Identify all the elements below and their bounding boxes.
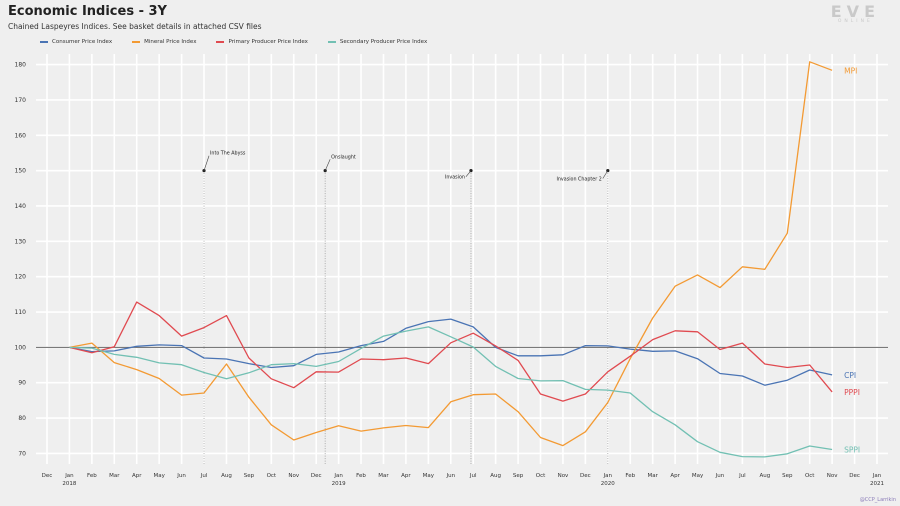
y-tick-label: 160 xyxy=(15,132,27,139)
x-tick-label: Jun xyxy=(715,473,725,479)
legend-swatch-pppi xyxy=(216,41,225,43)
annotation-label: Onslaught xyxy=(331,154,356,160)
x-tick-label: Nov xyxy=(827,473,838,479)
y-tick-label: 80 xyxy=(18,415,26,422)
x-tick-label: Mar xyxy=(647,473,658,479)
series-end-label-pppi: PPPI xyxy=(844,388,860,397)
x-tick-label: Apr xyxy=(670,473,680,479)
series-line-sppi xyxy=(69,326,833,458)
eve-online-logo: EVE ONLINE xyxy=(831,2,880,24)
y-tick-label: 100 xyxy=(15,344,27,351)
annotation-leader xyxy=(465,170,472,177)
annotation-label: Invasion xyxy=(445,175,465,181)
x-tick-label: May xyxy=(423,473,435,479)
x-tick-label: Dec xyxy=(849,473,860,479)
x-tick-label: Dec xyxy=(311,473,322,479)
author-credit: @CCP_Larrikin xyxy=(859,497,896,503)
legend-item-pppi: Primary Producer Price Index xyxy=(216,39,308,45)
x-tick-label: Apr xyxy=(401,473,411,479)
series-line-cpi xyxy=(69,318,833,386)
y-tick-label: 180 xyxy=(15,62,27,69)
x-tick-label: Mar xyxy=(109,473,120,479)
x-tick-label: Jan xyxy=(64,473,74,479)
x-tick-label: Oct xyxy=(536,473,546,479)
x-tick-year-label: 2019 xyxy=(332,481,346,487)
legend-label-pppi: Primary Producer Price Index xyxy=(228,39,308,45)
x-tick-label: Sep xyxy=(244,473,255,479)
annotation-leader xyxy=(602,170,609,179)
logo-sub-text: ONLINE xyxy=(837,19,873,24)
x-tick-label: Oct xyxy=(805,473,815,479)
x-tick-label: Jun xyxy=(176,473,186,479)
x-tick-label: Feb xyxy=(87,473,97,479)
x-tick-label: Jan xyxy=(603,473,613,479)
y-tick-label: 140 xyxy=(15,203,27,210)
x-tick-label: Dec xyxy=(42,473,53,479)
legend-label-cpi: Consumer Price Index xyxy=(52,39,113,45)
x-tick-label: Apr xyxy=(132,473,142,479)
legend-swatch-sppi xyxy=(327,41,336,43)
legend-item-cpi: Consumer Price Index xyxy=(40,39,112,45)
legend-swatch-cpi xyxy=(40,41,48,43)
x-tick-label: Feb xyxy=(625,473,635,479)
x-tick-year-label: 2020 xyxy=(601,481,615,487)
series-end-label-sppi: SPPI xyxy=(844,446,860,455)
x-tick-label: Feb xyxy=(356,473,366,479)
x-tick-label: Aug xyxy=(490,473,501,479)
chart-subtitle: Chained Laspeyres Indices. See basket de… xyxy=(8,22,262,31)
x-tick-label: Jul xyxy=(469,473,477,479)
annotation-label: Into The Abyss xyxy=(210,151,246,157)
x-tick-label: Jan xyxy=(333,473,343,479)
legend-swatch-mpi xyxy=(132,41,141,43)
legend-item-sppi: Secondary Producer Price Index xyxy=(327,39,428,45)
series-line-mpi xyxy=(69,61,833,447)
series-line-pppi xyxy=(69,301,833,402)
x-tick-label: Jun xyxy=(445,473,455,479)
logo-main-text: EVE xyxy=(830,2,880,21)
x-tick-label: Sep xyxy=(782,473,793,479)
x-tick-label: Nov xyxy=(288,473,299,479)
x-tick-label: Oct xyxy=(267,473,277,479)
annotation-label: Invasion Chapter 2 xyxy=(556,176,601,182)
x-tick-label: Jul xyxy=(200,473,208,479)
annotation-dot xyxy=(606,169,610,173)
series-end-label-cpi: CPI xyxy=(844,371,856,380)
x-tick-label: Jan xyxy=(872,473,882,479)
x-tick-label: Mar xyxy=(378,473,389,479)
y-tick-label: 130 xyxy=(15,238,27,245)
legend-label-sppi: Secondary Producer Price Index xyxy=(339,39,428,45)
x-tick-label: May xyxy=(153,473,165,479)
chart-legend: Consumer Price Index Mineral Price Index… xyxy=(40,39,427,45)
y-tick-label: 90 xyxy=(18,380,26,387)
x-tick-label: Dec xyxy=(580,473,591,479)
x-tick-label: Nov xyxy=(558,473,569,479)
x-tick-label: Sep xyxy=(513,473,524,479)
annotation-leader xyxy=(324,159,331,171)
annotation-leader xyxy=(203,155,210,171)
y-tick-label: 170 xyxy=(15,97,27,104)
y-tick-label: 150 xyxy=(15,168,27,175)
legend-label-mpi: Mineral Price Index xyxy=(144,39,197,45)
chart-title: Economic Indices - 3Y xyxy=(8,4,167,19)
x-tick-year-label: 2021 xyxy=(870,481,884,487)
y-tick-label: 70 xyxy=(18,450,26,457)
y-tick-label: 120 xyxy=(15,274,27,281)
x-tick-label: Aug xyxy=(759,473,770,479)
x-tick-label: Jul xyxy=(738,473,746,479)
x-tick-year-label: 2018 xyxy=(62,481,76,487)
y-tick-label: 110 xyxy=(15,309,27,316)
x-tick-label: Aug xyxy=(221,473,232,479)
legend-item-mpi: Mineral Price Index xyxy=(132,39,196,45)
series-end-label-mpi: MPI xyxy=(844,66,857,75)
x-tick-label: May xyxy=(692,473,704,479)
